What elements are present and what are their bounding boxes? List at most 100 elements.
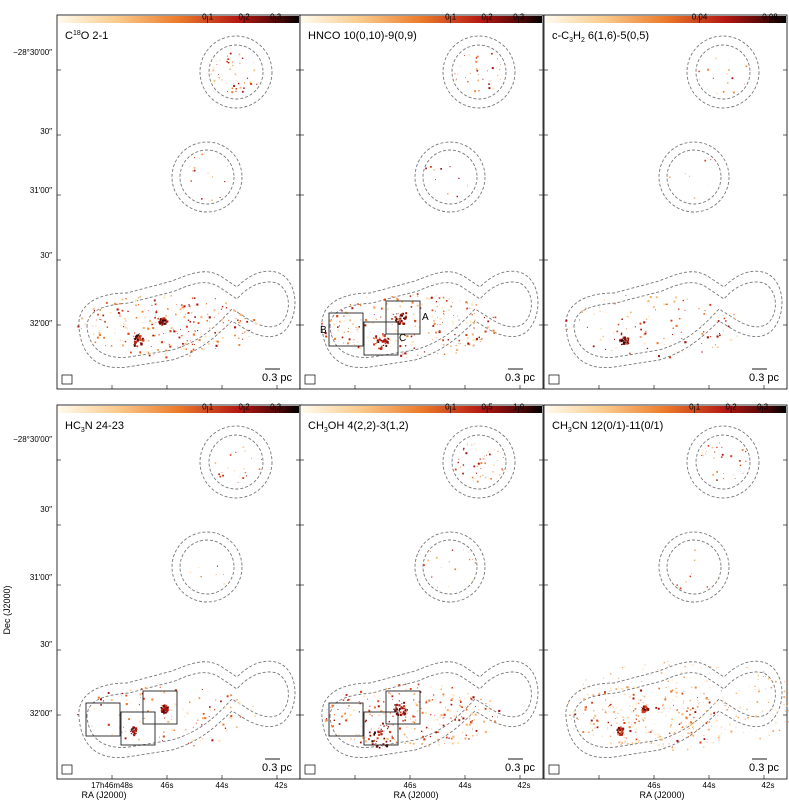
emission-pixel — [91, 725, 93, 727]
emission-pixel — [602, 335, 604, 338]
emission-pixel — [370, 710, 372, 712]
emission-pixel — [467, 302, 469, 304]
emission-pixel — [628, 316, 629, 318]
emission-pixel — [93, 708, 96, 710]
emission-pixel — [692, 725, 694, 727]
emission-pixel — [616, 717, 618, 719]
emission-pixel — [120, 324, 122, 327]
emission-pixel — [718, 577, 720, 579]
emission-pixel — [431, 576, 433, 578]
emission-pixel — [481, 338, 483, 340]
emission-pixel — [638, 699, 640, 701]
emission-pixel — [405, 356, 408, 358]
emission-pixel — [242, 332, 244, 334]
emission-pixel — [379, 337, 381, 339]
emission-pixel — [99, 318, 101, 320]
emission-pixel — [621, 729, 624, 732]
emission-pixel — [445, 736, 448, 739]
emission-pixel — [649, 742, 651, 744]
emission-pixel — [400, 714, 402, 716]
emission-pixel — [379, 697, 381, 699]
colorbar-tick-label: 0.3 — [757, 403, 769, 412]
emission-pixel — [376, 737, 379, 740]
emission-pixel — [783, 696, 785, 698]
emission-pixel — [765, 676, 767, 677]
emission-pixel — [487, 320, 490, 323]
emission-pixel — [658, 687, 660, 690]
emission-pixel — [702, 455, 704, 457]
emission-pixel — [583, 712, 584, 714]
emission-pixel — [162, 740, 163, 742]
emission-pixel — [627, 686, 630, 689]
emission-pixel — [675, 324, 678, 327]
emission-pixel — [90, 325, 92, 326]
emission-pixel — [671, 718, 673, 720]
emission-pixel — [333, 323, 335, 326]
emission-pixel — [405, 689, 407, 691]
emission-pixel — [134, 340, 135, 341]
emission-pixel — [501, 468, 503, 470]
emission-pixel — [190, 325, 191, 327]
emission-pixel — [439, 304, 440, 306]
emission-pixel — [373, 314, 375, 315]
emission-pixel — [492, 471, 494, 473]
emission-pixel — [132, 726, 134, 728]
emission-pixel — [395, 707, 397, 709]
emission-pixel — [479, 341, 481, 343]
emission-pixel — [745, 450, 747, 453]
emission-pixel — [467, 81, 469, 83]
emission-pixel — [680, 671, 682, 674]
emission-pixel — [767, 701, 769, 703]
emission-pixel — [587, 732, 589, 734]
emission-pixel — [213, 80, 216, 82]
emission-pixel — [393, 708, 395, 710]
emission-pixel — [384, 338, 387, 341]
emission-pixel — [645, 729, 647, 730]
emission-pixel — [700, 692, 702, 695]
emission-pixel — [626, 343, 628, 345]
emission-pixel — [128, 718, 130, 721]
emission-pixel — [126, 690, 128, 692]
emission-pixel — [405, 315, 407, 318]
emission-pixel — [486, 454, 487, 456]
emission-pixel — [324, 332, 327, 335]
emission-pixel — [449, 709, 452, 712]
emission-pixel — [478, 90, 480, 92]
emission-pixel — [465, 733, 466, 735]
emission-pixel — [637, 715, 639, 717]
emission-pixel — [466, 340, 468, 342]
emission-pixel — [368, 731, 371, 734]
emission-pixel — [417, 683, 420, 686]
emission-pixel — [580, 310, 584, 313]
emission-pixel — [452, 322, 454, 325]
emission-pixel — [375, 336, 377, 338]
emission-pixel — [451, 698, 454, 701]
aperture-outline-top — [451, 434, 507, 490]
emission-pixel — [399, 345, 402, 348]
emission-pixel — [470, 697, 473, 700]
emission-pixel — [722, 330, 724, 332]
emission-pixel — [336, 315, 339, 318]
emission-pixel — [713, 712, 715, 714]
emission-pixel — [672, 334, 674, 336]
emission-pixel — [402, 712, 405, 715]
emission-pixel — [129, 729, 131, 731]
emission-pixel — [702, 331, 705, 333]
emission-pixel — [624, 741, 626, 743]
emission-pixel — [139, 295, 142, 298]
emission-pixel — [723, 473, 724, 475]
emission-pixel — [133, 730, 135, 732]
emission-pixel — [347, 699, 349, 701]
emission-pixel — [386, 725, 388, 726]
emission-pixel — [697, 700, 699, 702]
emission-pixel — [689, 713, 691, 716]
emission-pixel — [728, 723, 731, 726]
emission-pixel — [376, 704, 378, 706]
emission-pixel — [394, 709, 397, 713]
emission-pixel — [741, 449, 744, 451]
emission-pixel — [337, 329, 339, 331]
emission-pixel — [202, 738, 204, 740]
emission-pixel — [102, 314, 105, 317]
emission-pixel — [573, 328, 575, 330]
emission-pixel — [395, 713, 397, 715]
